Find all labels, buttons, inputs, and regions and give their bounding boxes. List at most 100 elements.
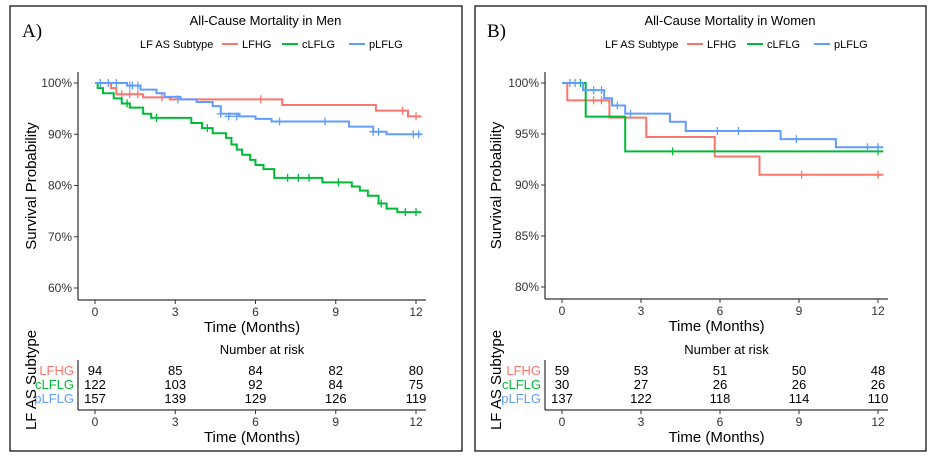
censor-mark: [256, 95, 265, 104]
survival-curve-lfhg: [95, 82, 422, 118]
risk-count: 126: [325, 391, 347, 406]
x-tick-label: 9: [796, 304, 803, 318]
censor-mark: [589, 96, 598, 105]
censor-mark: [133, 81, 142, 90]
y-tick-label: 70%: [48, 230, 72, 244]
risk-table-title: Number at risk: [220, 342, 305, 357]
censor-mark: [374, 127, 383, 136]
legend-label-clflg: cLFLG: [767, 39, 800, 51]
risk-x-tick-label: 9: [796, 415, 803, 429]
risk-y-axis-title: LF AS Subtype: [488, 330, 505, 430]
risk-count: 82: [329, 363, 343, 378]
risk-count: 129: [245, 391, 267, 406]
censor-mark: [713, 126, 722, 135]
censor-mark: [863, 143, 872, 152]
risk-x-axis-title: Time (Months): [668, 429, 764, 446]
risk-count: 26: [792, 377, 806, 392]
legend-label-plflg: pLFLG: [369, 39, 403, 51]
chart-title: All-Cause Mortality in Men: [190, 13, 342, 28]
survival-curve-lfhg: [562, 82, 884, 176]
censor-mark: [96, 79, 105, 87]
censor-mark: [203, 124, 212, 133]
survival-curve-clflg: [95, 82, 422, 214]
risk-x-tick-label: 6: [252, 415, 259, 429]
risk-count: 26: [713, 377, 727, 392]
risk-x-tick-label: 0: [559, 415, 566, 429]
series-plflg: [95, 79, 423, 139]
x-tick-label: 9: [332, 305, 339, 319]
panel-letter: B): [487, 21, 506, 42]
series-clflg: [95, 82, 422, 217]
risk-count: 110: [868, 391, 889, 406]
censor-mark: [283, 173, 292, 182]
legend-label-clflg: cLFLG: [302, 39, 335, 51]
censor-mark: [668, 147, 677, 156]
x-tick-label: 0: [559, 304, 566, 318]
legend: LF AS Subtype LFHG cLFLG pLFLG: [140, 39, 403, 51]
y-tick-label: 100%: [41, 76, 72, 90]
series-lfhg: [562, 82, 884, 179]
panel-frame: [9, 5, 463, 452]
risk-row-label-lfhg: LFHG: [506, 363, 541, 378]
risk-row-label-plflg: pLFLG: [501, 391, 541, 406]
risk-row-label-plflg: pLFLG: [34, 391, 74, 406]
series-plflg: [562, 79, 884, 152]
y-tick-label: 80%: [48, 179, 72, 193]
y-tick-label: 60%: [48, 281, 72, 295]
risk-count: 84: [329, 377, 343, 392]
legend-label-lfhg: LFHG: [707, 39, 736, 51]
risk-x-tick-label: 12: [409, 415, 423, 429]
x-tick-label: 12: [409, 305, 423, 319]
risk-count: 75: [409, 377, 423, 392]
y-axis-title: Survival Probability: [23, 122, 40, 250]
censor-mark: [597, 96, 606, 105]
x-tick-label: 6: [717, 304, 724, 318]
censor-mark: [398, 106, 407, 115]
censor-mark: [589, 86, 598, 95]
panel-frame: [474, 5, 927, 452]
censor-mark: [275, 117, 284, 126]
risk-count: 51: [713, 363, 727, 378]
risk-x-tick-label: 3: [172, 415, 179, 429]
risk-row-label-clflg: cLFLG: [35, 377, 74, 392]
censor-mark: [216, 109, 225, 118]
censor-mark: [412, 112, 420, 121]
censor-mark: [232, 112, 241, 121]
censor-mark: [224, 112, 233, 121]
risk-row-label-lfhg: LFHG: [39, 363, 74, 378]
censor-mark: [626, 109, 635, 118]
censor-mark: [792, 135, 801, 144]
y-tick-label: 100%: [508, 76, 539, 90]
survival-curve-plflg: [95, 82, 422, 136]
risk-count: 84: [248, 363, 262, 378]
x-tick-label: 3: [172, 305, 179, 319]
censor-mark: [321, 117, 330, 126]
risk-x-tick-label: 6: [717, 415, 724, 429]
censor-mark: [334, 178, 343, 187]
risk-table-title: Number at risk: [684, 342, 769, 357]
risk-count: 27: [634, 377, 648, 392]
risk-row-label-clflg: cLFLG: [502, 377, 541, 392]
panel-men: A) All-Cause Mortality in Men LF AS Subtyp…: [9, 5, 463, 452]
risk-x-tick-label: 12: [871, 415, 885, 429]
series-lfhg: [95, 82, 422, 121]
censor-mark: [797, 170, 806, 179]
panel-women: B) All-Cause Mortality in Women LF AS Subt…: [474, 5, 927, 452]
risk-count: 137: [551, 391, 573, 406]
risk-count: 94: [88, 363, 102, 378]
risk-count: 85: [168, 363, 182, 378]
risk-count: 92: [248, 377, 262, 392]
risk-count: 122: [84, 377, 106, 392]
censor-mark: [874, 170, 882, 179]
censor-mark: [377, 199, 386, 208]
censor-mark: [294, 173, 303, 182]
censor-mark: [613, 101, 622, 110]
censor-mark: [874, 143, 882, 152]
x-tick-label: 12: [871, 304, 885, 318]
risk-y-axis-title: LF AS Subtype: [23, 330, 40, 430]
censor-mark: [112, 79, 121, 87]
risk-count: 59: [555, 363, 569, 378]
risk-count: 80: [409, 363, 423, 378]
risk-count: 26: [871, 377, 885, 392]
